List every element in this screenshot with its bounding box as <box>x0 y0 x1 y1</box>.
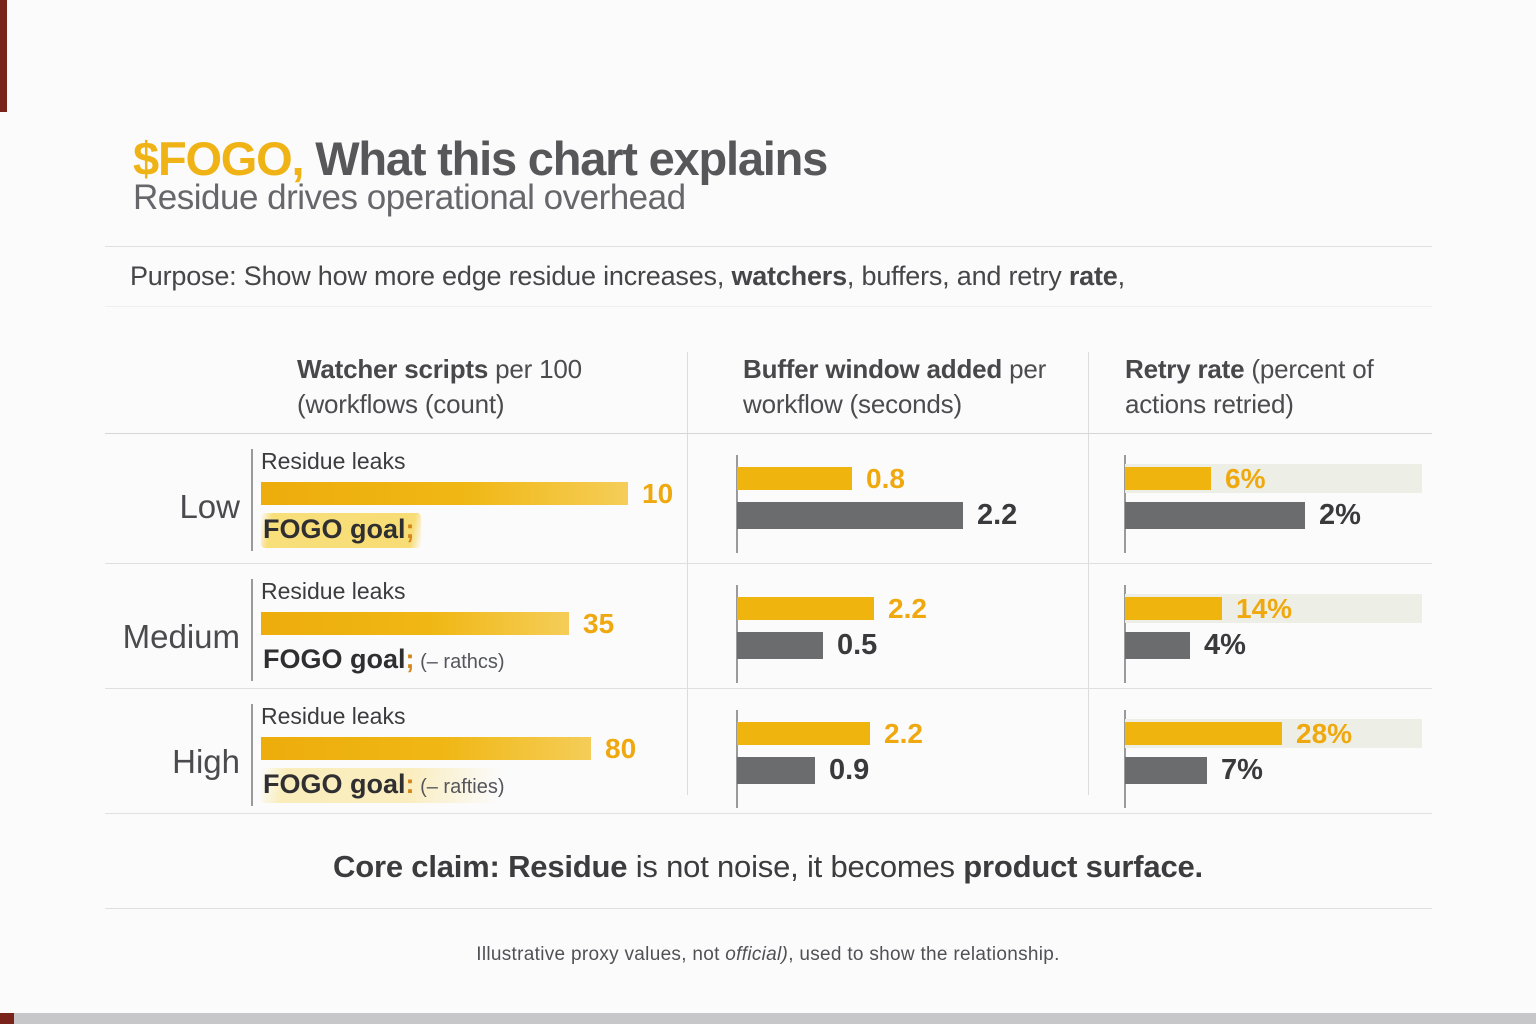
series-label-residue-leaks: Residue leaks <box>261 578 406 604</box>
bar-value: 10 <box>642 477 674 509</box>
bar-value: 6% <box>1225 462 1266 494</box>
fogo-goal-bar <box>737 757 815 784</box>
bar-value: 2.2 <box>888 592 927 624</box>
divider-row-3 <box>105 813 1432 814</box>
cell-low-watchers: Residue leaks 10 FOGO goal; <box>251 447 682 551</box>
title-text: What this chart explains <box>303 132 828 186</box>
bar-value: 2% <box>1319 499 1361 531</box>
bar-row: 10 <box>261 478 682 509</box>
bar-row: 4% <box>1125 629 1435 661</box>
residue-leaks-bar <box>261 612 569 635</box>
divider-under-subtitle <box>105 246 1432 247</box>
bar-row: 35 <box>261 608 682 639</box>
fogo-goal-bar <box>1125 757 1207 784</box>
fogo-goal-label: FOGO goal: (– rafties) <box>261 768 511 803</box>
series-label-residue-leaks: Residue leaks <box>261 448 406 474</box>
bar-row: 7% <box>1125 754 1435 786</box>
divider-row-2 <box>105 688 1432 689</box>
residue-leaks-bar <box>737 467 852 490</box>
column-header-watchers: Watcher scripts per 100 (workflows (coun… <box>297 354 582 419</box>
core-claim: Core claim: Residue is not noise, it bec… <box>333 849 1203 884</box>
bar-row: 2.2 <box>737 718 1097 749</box>
fogo-goal-bar <box>1125 502 1305 529</box>
cell-high-retry: 28% 7% <box>1124 710 1435 808</box>
residue-leaks-bar <box>1125 467 1211 490</box>
bar-row: 2.2 <box>737 499 1097 531</box>
cell-high-buffer: 2.2 0.9 <box>736 710 1097 808</box>
divider-row-1 <box>105 563 1432 564</box>
residue-leaks-bar <box>261 737 591 760</box>
cell-medium-buffer: 2.2 0.5 <box>736 585 1097 683</box>
fogo-goal-label: FOGO goal; (– rathcs) <box>263 644 505 674</box>
bar-row: 14% <box>1125 593 1435 624</box>
bar-value: 2.2 <box>884 717 923 749</box>
purpose-line: Purpose: Show how more edge residue incr… <box>130 261 1125 291</box>
fogo-goal-bar <box>737 632 823 659</box>
column-divider-2 <box>1088 352 1089 795</box>
column-header-retry: Retry rate (percent of actions retried) <box>1125 354 1374 419</box>
divider-under-purpose <box>105 306 1432 307</box>
axis-line <box>251 704 253 806</box>
cell-low-buffer: 0.8 2.2 <box>736 455 1097 553</box>
row-label-high: High <box>172 743 240 780</box>
fogo-goal-label: FOGO goal; <box>261 513 421 548</box>
bar-row: 6% <box>1125 463 1435 494</box>
bar-value: 2.2 <box>977 499 1018 531</box>
page-title: $FOGO, What this chart explains <box>133 131 828 186</box>
residue-leaks-bar <box>1125 722 1282 745</box>
bar-row: 0.5 <box>737 629 1097 661</box>
cell-low-retry: 6% 2% <box>1124 455 1435 553</box>
bar-value: 0.8 <box>866 462 905 494</box>
bar-row: 0.9 <box>737 754 1097 786</box>
fogo-goal-bar <box>737 502 963 529</box>
bar-value: 0.9 <box>829 754 870 786</box>
residue-leaks-bar <box>737 722 870 745</box>
column-header-buffer: Buffer window added per workflow (second… <box>743 354 1047 419</box>
bar-value: 0.5 <box>837 629 878 661</box>
cell-medium-watchers: Residue leaks 35 FOGO goal; (– rathcs) <box>251 577 682 681</box>
bar-value: 28% <box>1296 717 1353 749</box>
axis-line <box>251 449 253 551</box>
bar-row: 2.2 <box>737 593 1097 624</box>
bar-row: 2% <box>1125 499 1435 531</box>
bottom-edge-bar <box>0 1013 1536 1024</box>
bar-value: 14% <box>1236 592 1293 624</box>
divider-under-claim <box>105 908 1432 909</box>
row-label-medium: Medium <box>122 618 240 655</box>
series-label-residue-leaks: Residue leaks <box>261 703 406 729</box>
residue-leaks-bar <box>261 482 628 505</box>
bottom-edge-artifact <box>0 1013 14 1024</box>
footnote: Illustrative proxy values, not official)… <box>476 944 1060 965</box>
divider-header-row <box>105 433 1432 434</box>
bar-row: 0.8 <box>737 463 1097 494</box>
column-divider-1 <box>687 352 688 795</box>
bar-value: 35 <box>583 607 615 639</box>
bar-value: 4% <box>1204 629 1246 661</box>
title-ticker: $FOGO, <box>133 132 305 186</box>
bar-value: 7% <box>1221 754 1263 786</box>
fogo-goal-bar <box>1125 632 1190 659</box>
axis-line <box>251 579 253 681</box>
bar-row: 28% <box>1125 718 1435 749</box>
row-label-low: Low <box>179 488 240 525</box>
page-subtitle: Residue drives operational overhead <box>133 178 686 217</box>
residue-leaks-bar <box>1125 597 1222 620</box>
cell-high-watchers: Residue leaks 80 FOGO goal: (– rafties) <box>251 702 682 806</box>
bar-row: 80 <box>261 733 682 764</box>
left-edge-artifact <box>0 0 7 112</box>
cell-medium-retry: 14% 4% <box>1124 585 1435 683</box>
residue-leaks-bar <box>737 597 874 620</box>
bar-value: 80 <box>605 732 637 764</box>
